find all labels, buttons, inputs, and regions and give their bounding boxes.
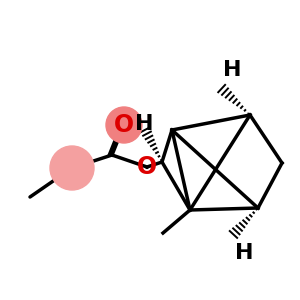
Text: H: H: [235, 243, 253, 263]
Text: H: H: [223, 60, 241, 80]
Text: O: O: [114, 113, 134, 137]
Circle shape: [50, 146, 94, 190]
Text: O: O: [137, 155, 157, 179]
Text: H: H: [135, 114, 153, 134]
Circle shape: [106, 107, 142, 143]
